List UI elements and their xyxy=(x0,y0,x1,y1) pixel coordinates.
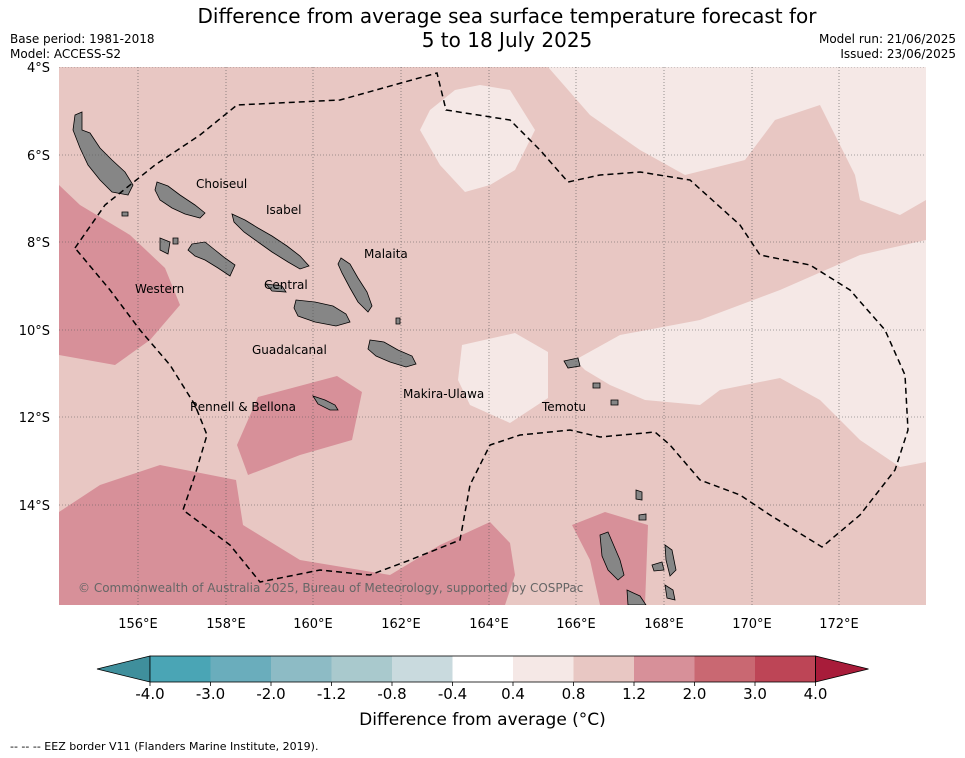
land-malaita xyxy=(337,257,373,313)
land-nggela xyxy=(265,283,287,293)
copyright-notice: © Commonwealth of Australia 2025, Bureau… xyxy=(78,581,583,595)
land-masses xyxy=(72,111,677,605)
title-line-1: Difference from average sea surface temp… xyxy=(197,4,817,28)
land-utupua xyxy=(610,399,619,406)
colorbar-segment xyxy=(150,656,211,682)
map-plot-area xyxy=(59,67,926,605)
title-line-2: 5 to 18 July 2025 xyxy=(421,28,593,52)
anomaly-band-1.2-2.0-rennell xyxy=(237,376,362,475)
land-islet xyxy=(395,317,401,325)
lat-tick-label: 4°S xyxy=(27,61,50,76)
land-choiseul-west xyxy=(72,111,134,196)
base-period: Base period: 1981-2018 xyxy=(10,32,155,46)
lon-tick-label: 168°E xyxy=(644,617,684,632)
colorbar-tick-label: 2.0 xyxy=(683,685,707,703)
colorbar-tick-label: -3.0 xyxy=(196,685,225,703)
colorbar-segment xyxy=(271,656,332,682)
lat-tick-label: 10°S xyxy=(19,324,50,339)
region-label-temotu: Temotu xyxy=(541,400,586,414)
anomaly-band-0.4-0.8-central xyxy=(458,333,548,423)
land-malekula xyxy=(626,589,647,605)
colorbar-arrow-low xyxy=(96,655,151,683)
colorbar-tick-label: -1.2 xyxy=(317,685,346,703)
land-new-georgia xyxy=(187,241,236,277)
land-torres xyxy=(638,513,647,521)
issued-date: Issued: 23/06/2025 xyxy=(840,47,956,61)
region-label-guadalcanal: Guadalcanal xyxy=(252,343,327,357)
region-label-rennell-bellona: Rennell & Bellona xyxy=(190,400,296,414)
land-makira xyxy=(367,339,417,368)
colorbar-segment xyxy=(694,656,756,682)
land-maewo xyxy=(664,544,677,577)
lon-tick-label: 162°E xyxy=(381,617,421,632)
eez-footnote: -- -- -- EEZ border V11 (Flanders Marine… xyxy=(10,740,319,753)
anomaly-band-0.4-0.8-east xyxy=(575,240,926,467)
model-run: Model run: 21/06/2025 xyxy=(818,32,956,46)
colorbar: -4.0 -3.0 -2.0 -1.2 -0.8 -0.4 0.4 0.8 1.2 2.0 3.0 4… xyxy=(96,655,869,703)
eez-border xyxy=(74,72,909,583)
colorbar-tick-label: -0.4 xyxy=(438,685,467,703)
land-reef-islands xyxy=(592,382,601,389)
lat-tick-label: 8°S xyxy=(27,236,50,251)
lon-tick-label: 156°E xyxy=(118,617,158,632)
meta-left: Base period: 1981-2018 Model: ACCESS-S2 xyxy=(10,32,155,62)
land-islet xyxy=(121,211,129,217)
region-label-western: Western xyxy=(135,282,184,296)
land-isabel xyxy=(231,213,310,270)
colorbar-segment xyxy=(452,656,514,682)
colorbar-tick-label: 1.2 xyxy=(622,685,646,703)
lon-tick-label: 172°E xyxy=(819,617,859,632)
colorbar-segment xyxy=(573,656,635,682)
colorbar-segment xyxy=(392,656,453,682)
colorbar-title: Difference from average (°C) xyxy=(359,710,606,730)
anomaly-band-0.4-0.8-northeast xyxy=(548,67,926,215)
graticule xyxy=(59,67,926,605)
land-choiseul xyxy=(154,181,206,219)
land-banks xyxy=(635,489,643,501)
lon-tick-label: 164°E xyxy=(469,617,509,632)
colorbar-segment xyxy=(210,656,272,682)
colorbar-tick-label: -0.8 xyxy=(377,685,406,703)
anomaly-band-1.2-2.0-west xyxy=(59,185,180,365)
colorbar-tick-label: -2.0 xyxy=(256,685,285,703)
colorbar-tick-label: 0.8 xyxy=(562,685,586,703)
lon-tick-label: 158°E xyxy=(206,617,246,632)
colorbar-frame xyxy=(149,655,816,683)
land-rennell xyxy=(312,395,339,411)
anomaly-band-1.2-2.0-south xyxy=(59,465,515,605)
colorbar-segment xyxy=(634,656,695,682)
colorbar-segment xyxy=(513,656,574,682)
colorbar-segment xyxy=(755,656,816,682)
colorbar-tick-label: 4.0 xyxy=(804,685,828,703)
map-title: Difference from average sea surface temp… xyxy=(0,4,965,52)
colorbar-segments xyxy=(96,655,869,683)
colorbar-ticks: -4.0 -3.0 -2.0 -1.2 -0.8 -0.4 0.4 0.8 1.2 2.0 3.0 4… xyxy=(135,682,827,703)
meta-right: Model run: 21/06/2025 Issued: 23/06/2025 xyxy=(819,32,956,62)
region-label-malaita: Malaita xyxy=(364,247,408,261)
land-ambae xyxy=(651,561,665,572)
region-label-central: Central xyxy=(264,278,308,292)
model-name: Model: ACCESS-S2 xyxy=(10,47,122,61)
lat-tick-label: 6°S xyxy=(27,149,50,164)
lon-tick-label: 166°E xyxy=(556,617,596,632)
land-espiritu-santo xyxy=(599,531,625,581)
map: Choiseul Isabel Malaita Western Central … xyxy=(19,61,926,632)
colorbar-arrow-high xyxy=(815,655,869,683)
colorbar-tick-label: -4.0 xyxy=(135,685,164,703)
land-guadalcanal xyxy=(293,299,351,327)
lat-tick-label: 14°S xyxy=(19,499,50,514)
anomaly-band-0.4-0.8-north xyxy=(420,85,535,192)
region-label-makira-ulawa: Makira-Ulawa xyxy=(403,387,484,401)
colorbar-tick-label: 3.0 xyxy=(743,685,767,703)
land-pentecost xyxy=(664,584,676,601)
lon-tick-label: 160°E xyxy=(293,617,333,632)
region-label-isabel: Isabel xyxy=(266,203,301,217)
region-label-choiseul: Choiseul xyxy=(196,177,247,191)
colorbar-segment xyxy=(331,656,393,682)
land-santa-cruz xyxy=(563,357,581,369)
colorbar-tick-label: 0.4 xyxy=(501,685,525,703)
lon-tick-label: 170°E xyxy=(732,617,772,632)
lat-tick-label: 12°S xyxy=(19,411,50,426)
